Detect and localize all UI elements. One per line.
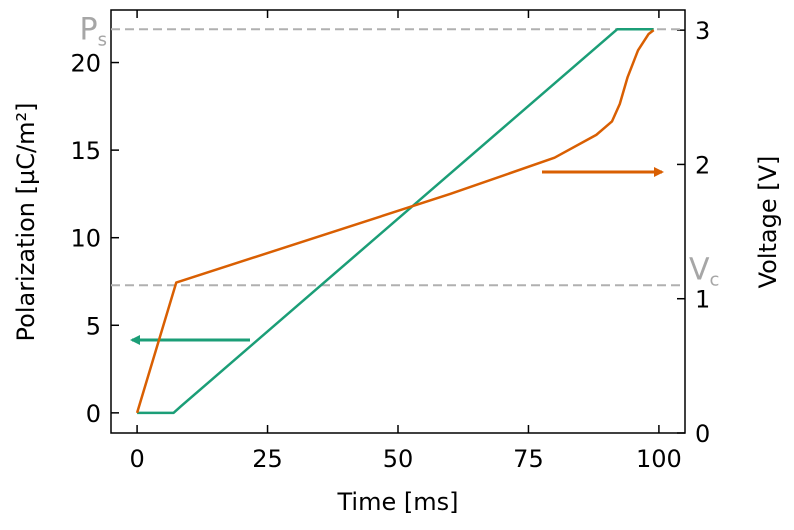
y2-tick-label: 3	[695, 17, 710, 45]
reference-label: Vc	[689, 252, 719, 290]
series-line	[137, 28, 654, 415]
y2-axis-label: Voltage [V]	[754, 156, 782, 289]
y-tick-label: 0	[86, 400, 101, 428]
y-tick-label: 20	[70, 50, 101, 78]
y-tick-label: 10	[70, 225, 101, 253]
plot-frame	[110, 9, 686, 434]
y2-tick-label: 2	[695, 151, 710, 179]
reference-label-main: V	[689, 252, 710, 287]
y2-tick-label: 1	[695, 286, 710, 314]
x-axis-label: Time [ms]	[337, 488, 459, 516]
x-tick-label: 75	[513, 445, 544, 473]
x-tick-label: 50	[383, 445, 414, 473]
reference-label-main: P	[80, 12, 98, 47]
x-tick-label: 25	[252, 445, 283, 473]
y-axis-label: Polarization [µC/m²]	[12, 103, 40, 342]
y-tick-label: 15	[70, 137, 101, 165]
x-tick-label: 100	[636, 445, 682, 473]
reference-label-sub: c	[710, 269, 720, 290]
reference-label: Ps	[80, 12, 107, 50]
series-line	[135, 29, 655, 414]
y-tick-label: 5	[86, 312, 101, 340]
y2-tick-label: 0	[695, 420, 710, 448]
x-tick-label: 0	[129, 445, 144, 473]
reference-label-sub: s	[98, 29, 107, 50]
